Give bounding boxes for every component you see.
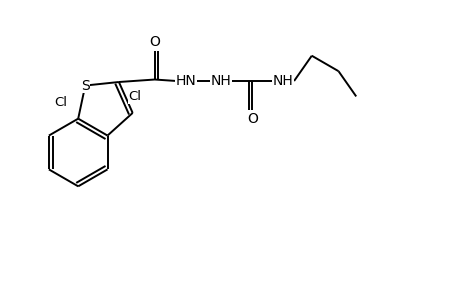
Text: NH: NH: [211, 74, 231, 88]
Text: Cl: Cl: [54, 96, 67, 109]
Text: O: O: [246, 112, 257, 126]
Text: HN: HN: [175, 74, 196, 88]
Text: O: O: [149, 35, 160, 49]
Text: NH: NH: [272, 74, 293, 88]
Text: S: S: [81, 79, 90, 92]
Text: Cl: Cl: [129, 91, 141, 103]
